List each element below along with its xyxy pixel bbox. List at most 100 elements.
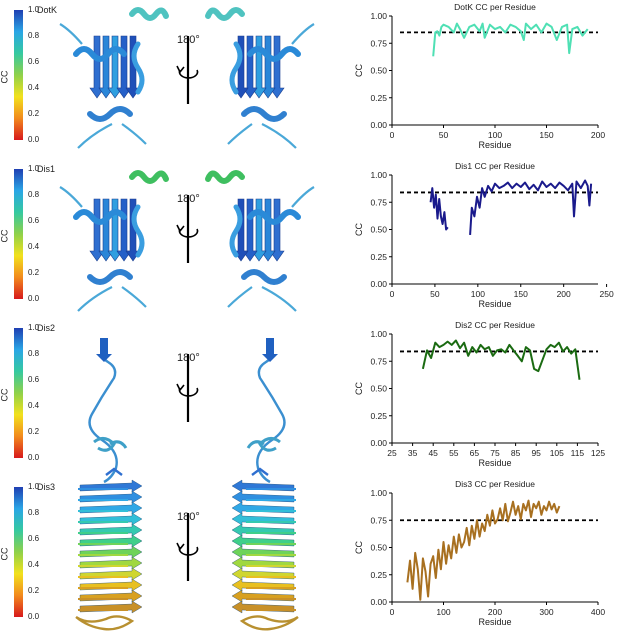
x-tick-label: 50 — [430, 289, 440, 299]
panel-graphics: Dis3 CC per Residue 0.00 0.25 0.50 0.75 1.00 0… — [75, 467, 605, 631]
colorbar-tick-label: 0.0 — [28, 135, 40, 144]
x-tick-label: 95 — [531, 448, 541, 458]
x-tick-label: 125 — [591, 448, 605, 458]
protein-structure-rotated — [205, 170, 315, 312]
chart: Dis1 CC per Residue 0.00 0.25 0.50 0.75 1.00 0… — [354, 161, 614, 309]
colorbar-tick-label: 0.2 — [28, 427, 40, 436]
x-tick-label: 100 — [436, 607, 450, 617]
colorbar-tick-label: 0.2 — [28, 586, 40, 595]
colorbar-tick-label: 0.4 — [28, 83, 40, 92]
chart-title: Dis3 CC per Residue — [455, 479, 535, 489]
colorbar-tick-label: 1.0 — [28, 164, 40, 173]
panel-graphics: Dis2 CC per Residue 0.00 0.25 0.50 0.75 1.00 2… — [88, 320, 605, 484]
y-tick-label: 0.00 — [370, 597, 387, 607]
y-tick-label: 0.00 — [370, 120, 387, 130]
protein-structure-front — [75, 467, 143, 631]
colorbar-tick-label: 0.2 — [28, 109, 40, 118]
rotation-arrow-icon — [176, 513, 199, 581]
colorbar-tick-label: 0.6 — [28, 57, 40, 66]
y-tick-label: 0.75 — [370, 515, 387, 525]
x-tick-label: 100 — [488, 130, 502, 140]
x-tick-label: 75 — [490, 448, 500, 458]
colorbar-tick-label: 0.2 — [28, 268, 40, 277]
protein-name: Dis2 — [37, 323, 56, 333]
chart-title: Dis2 CC per Residue — [455, 320, 535, 330]
x-tick-label: 85 — [511, 448, 521, 458]
chart-title: DotK CC per Residue — [454, 2, 536, 12]
panel-dis2: 1.00.80.60.40.20.0CCDis2180°Dis2 CC per … — [0, 318, 617, 484]
x-tick-label: 35 — [408, 448, 418, 458]
panel-dis3: 1.00.80.60.40.20.0CCDis3180°Dis3 CC per … — [0, 467, 617, 636]
x-tick-label: 105 — [550, 448, 564, 458]
y-axis-label: CC — [354, 64, 364, 77]
y-tick-label: 0.25 — [370, 570, 387, 580]
colorbar-tick-label: 0.4 — [28, 401, 40, 410]
y-tick-label: 0.25 — [370, 252, 387, 262]
colorbar — [14, 487, 23, 617]
protein-structure-front — [59, 170, 169, 312]
colorbar-tick-label: 0.0 — [28, 612, 40, 621]
y-tick-label: 0.50 — [370, 225, 387, 235]
panel-dis1: 1.00.80.60.40.20.0CCDis1180°Dis1 CC per … — [0, 159, 617, 318]
x-tick-label: 200 — [557, 289, 571, 299]
x-tick-label: 50 — [439, 130, 449, 140]
x-tick-label: 0 — [390, 289, 395, 299]
x-tick-label: 55 — [449, 448, 459, 458]
protein-structure-front — [88, 338, 128, 484]
chart: Dis3 CC per Residue 0.00 0.25 0.50 0.75 1.00 0… — [354, 479, 605, 627]
series-line — [406, 499, 561, 601]
panel-graphics: DotK CC per Residue 0.00 0.25 0.50 0.75 1.00 0… — [59, 2, 605, 150]
x-tick-label: 150 — [514, 289, 528, 299]
colorbar-tick-label: 1.0 — [28, 5, 40, 14]
colorbar-tick-label: 0.6 — [28, 375, 40, 384]
x-axis-label: Residue — [478, 458, 511, 468]
x-tick-label: 300 — [539, 607, 553, 617]
y-tick-label: 1.00 — [370, 11, 387, 21]
x-tick-label: 115 — [571, 448, 585, 458]
x-axis-label: Residue — [478, 140, 511, 150]
y-tick-label: 0.25 — [370, 93, 387, 103]
rotation-arrow-icon — [176, 195, 199, 263]
colorbar-tick-label: 0.8 — [28, 508, 40, 517]
y-tick-label: 1.00 — [370, 329, 387, 339]
x-tick-label: 25 — [387, 448, 397, 458]
protein-structure-rotated — [205, 7, 315, 149]
chart-title: Dis1 CC per Residue — [455, 161, 535, 171]
series-line — [429, 187, 449, 231]
x-tick-label: 250 — [599, 289, 613, 299]
y-axis-label: CC — [354, 382, 364, 395]
y-tick-label: 0.75 — [370, 356, 387, 366]
colorbar-tick-label: 1.0 — [28, 323, 40, 332]
colorbar-tick-label: 0.4 — [28, 242, 40, 251]
series-line — [421, 339, 581, 380]
protein-structure-rotated — [246, 338, 286, 484]
colorbar-tick-label: 0.0 — [28, 453, 40, 462]
x-tick-label: 0 — [390, 130, 395, 140]
y-axis-label: CC — [354, 541, 364, 554]
colorbar-tick-label: 0.8 — [28, 31, 40, 40]
series-line — [432, 22, 589, 57]
x-axis-label: Residue — [478, 617, 511, 627]
y-tick-label: 0.00 — [370, 438, 387, 448]
y-tick-label: 0.50 — [370, 543, 387, 553]
colorbar-tick-label: 0.6 — [28, 534, 40, 543]
y-tick-label: 0.50 — [370, 384, 387, 394]
chart: DotK CC per Residue 0.00 0.25 0.50 0.75 1.00 0… — [354, 2, 605, 150]
y-axis-label: CC — [354, 223, 364, 236]
protein-name: Dis1 — [37, 164, 56, 174]
y-tick-label: 0.75 — [370, 197, 387, 207]
rotation-arrow-icon — [176, 36, 199, 104]
protein-structure-rotated — [231, 467, 299, 631]
panel-dotk: 1.00.80.60.40.20.0CCDotK180°DotK CC per … — [0, 0, 617, 159]
colorbar-tick-label: 1.0 — [28, 482, 40, 491]
colorbar-tick-label: 0.8 — [28, 349, 40, 358]
x-tick-label: 200 — [591, 130, 605, 140]
colorbar — [14, 10, 23, 140]
y-tick-label: 0.00 — [370, 279, 387, 289]
y-tick-label: 0.50 — [370, 66, 387, 76]
rotation-arrow-icon — [176, 354, 199, 422]
x-tick-label: 65 — [470, 448, 480, 458]
colorbar-tick-label: 0.0 — [28, 294, 40, 303]
protein-name: DotK — [37, 5, 58, 15]
colorbar-tick-label: 0.4 — [28, 560, 40, 569]
